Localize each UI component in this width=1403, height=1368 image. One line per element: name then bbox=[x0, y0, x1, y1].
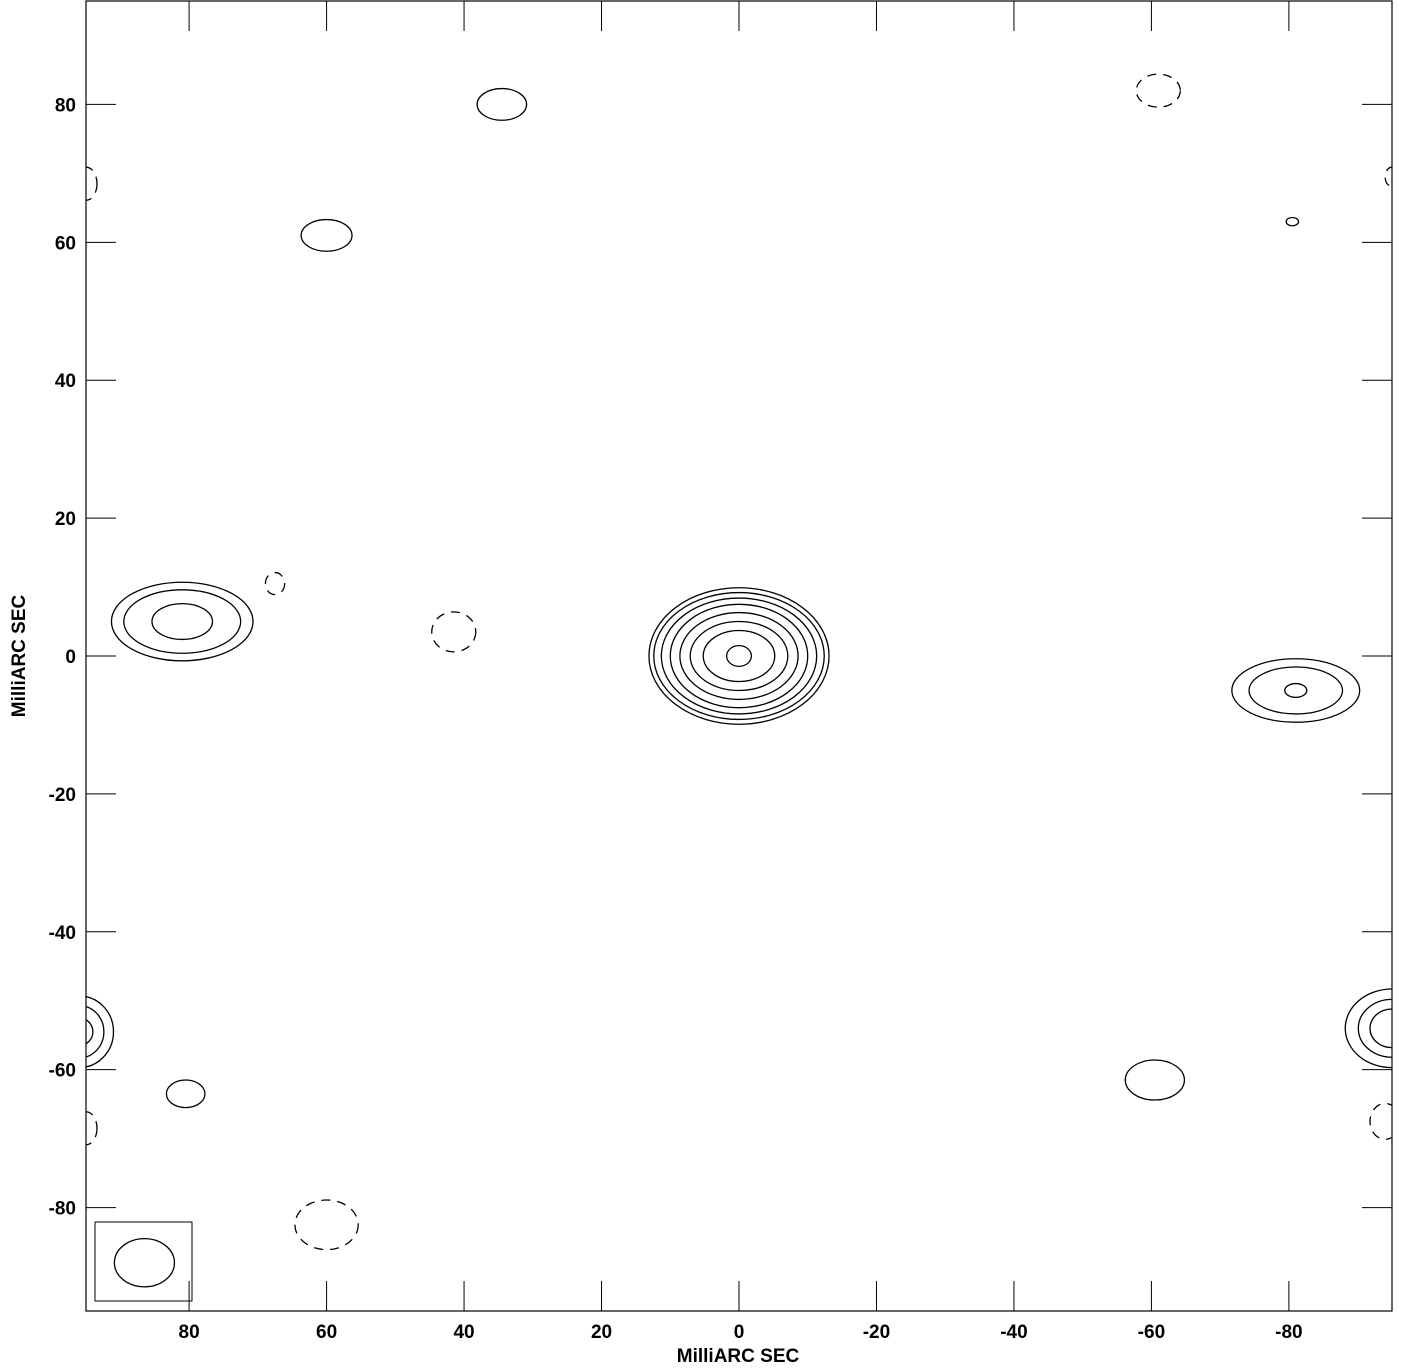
contour-neg-h-level-0 bbox=[264, 571, 286, 596]
y-tick-label-7: -60 bbox=[49, 1061, 76, 1082]
x-tick-labels: 80 60 40 20 0 -20 -40 -60 -80 bbox=[179, 1322, 1303, 1343]
contour-blob-e-level-0 bbox=[165, 1079, 206, 1109]
beam-inset bbox=[94, 1221, 193, 1302]
contour-neg-h bbox=[264, 571, 286, 596]
x-tick-label-8: -80 bbox=[1275, 1322, 1302, 1343]
plot-frame bbox=[85, 0, 1393, 1312]
y-axis-label: MilliARC SEC bbox=[9, 594, 30, 717]
y-tick-label-1: 60 bbox=[55, 233, 76, 254]
y-tick-label-0: 80 bbox=[55, 95, 76, 116]
x-tick-label-3: 20 bbox=[591, 1322, 612, 1343]
contour-central-source-level-1 bbox=[653, 591, 825, 721]
contour-left-source-level-0 bbox=[110, 581, 254, 662]
contour-neg-b-level-0 bbox=[431, 611, 477, 653]
contour-right-source-level-2 bbox=[1284, 682, 1308, 699]
contour-neg-b bbox=[431, 611, 477, 653]
contour-central-source bbox=[648, 587, 830, 725]
x-tick-label-5: -20 bbox=[863, 1322, 890, 1343]
y-tick-label-4: 0 bbox=[65, 647, 76, 668]
contour-neg-f-level-0 bbox=[86, 1111, 98, 1146]
x-tick-label-1: 60 bbox=[316, 1322, 337, 1343]
contour-left-source bbox=[110, 581, 254, 662]
contour-blob-d-level-0 bbox=[1124, 1059, 1186, 1101]
contour-blob-c bbox=[1285, 216, 1300, 227]
contour-neg-f bbox=[86, 1111, 98, 1146]
contour-blob-b bbox=[300, 218, 353, 252]
contour-neg-a-level-0 bbox=[1135, 73, 1181, 108]
x-tick-label-6: -40 bbox=[1000, 1322, 1027, 1343]
axis-ticks bbox=[86, 1, 1392, 1311]
contour-neg-c-level-0 bbox=[294, 1199, 359, 1251]
y-tick-label-3: 20 bbox=[55, 509, 76, 530]
contour-neg-d bbox=[1369, 1102, 1392, 1140]
contour-left-source-level-1 bbox=[123, 589, 242, 654]
contour-right-source bbox=[1231, 658, 1361, 723]
contour-blob-c-level-0 bbox=[1285, 216, 1300, 227]
contour-neg-c bbox=[294, 1199, 359, 1251]
contour-neg-a bbox=[1135, 73, 1181, 108]
x-tick-label-0: 80 bbox=[179, 1322, 200, 1343]
contour-left-edge-source-level-2 bbox=[86, 1019, 94, 1045]
contour-central-source-level-4 bbox=[679, 611, 799, 701]
beam-box bbox=[94, 1221, 193, 1302]
contour-blob-e bbox=[165, 1079, 206, 1109]
y-tick-label-2: 40 bbox=[55, 371, 76, 392]
y-tick-label-5: -20 bbox=[49, 785, 76, 806]
y-tick-labels: 80 60 40 20 0 -20 -40 -60 -80 bbox=[49, 95, 76, 1219]
y-tick-label-8: -80 bbox=[49, 1199, 76, 1220]
x-tick-label-2: 40 bbox=[453, 1322, 474, 1343]
contour-central-source-level-5 bbox=[689, 620, 789, 692]
contour-right-edge-source-level-1 bbox=[1357, 998, 1392, 1058]
contour-left-edge-source-level-1 bbox=[86, 1005, 105, 1058]
contour-central-source-level-2 bbox=[660, 597, 818, 715]
contour-blob-b-level-0 bbox=[300, 218, 353, 252]
contour-blob-d bbox=[1124, 1059, 1186, 1101]
contour-neg-e bbox=[86, 166, 98, 201]
contour-right-edge-source-level-2 bbox=[1369, 1008, 1392, 1049]
contour-neg-d-level-0 bbox=[1369, 1102, 1392, 1140]
contour-central-source-level-7 bbox=[725, 645, 753, 667]
contour-right-source-level-0 bbox=[1231, 658, 1361, 723]
contour-neg-e-level-0 bbox=[86, 166, 98, 201]
contour-central-source-level-0 bbox=[648, 587, 830, 725]
contour-left-source-level-2 bbox=[151, 602, 214, 641]
beam-ellipse bbox=[113, 1237, 176, 1288]
x-tick-label-7: -60 bbox=[1138, 1322, 1165, 1343]
contour-blob-a-level-0 bbox=[476, 87, 528, 121]
contour-central-source-level-3 bbox=[669, 603, 809, 709]
contour-blob-a bbox=[476, 87, 528, 121]
contour-left-edge-source-level-0 bbox=[86, 995, 115, 1068]
contour-right-source-level-1 bbox=[1248, 666, 1344, 715]
y-tick-label-6: -40 bbox=[49, 923, 76, 944]
contour-right-edge-source-level-0 bbox=[1344, 988, 1392, 1069]
x-axis-label: MilliARC SEC bbox=[677, 1346, 800, 1367]
x-tick-label-4: 0 bbox=[734, 1322, 745, 1343]
contours bbox=[86, 73, 1392, 1251]
contour-left-edge-source bbox=[86, 995, 115, 1068]
contour-right-edge-source bbox=[1344, 988, 1392, 1069]
contour-central-source-level-6 bbox=[702, 629, 776, 683]
